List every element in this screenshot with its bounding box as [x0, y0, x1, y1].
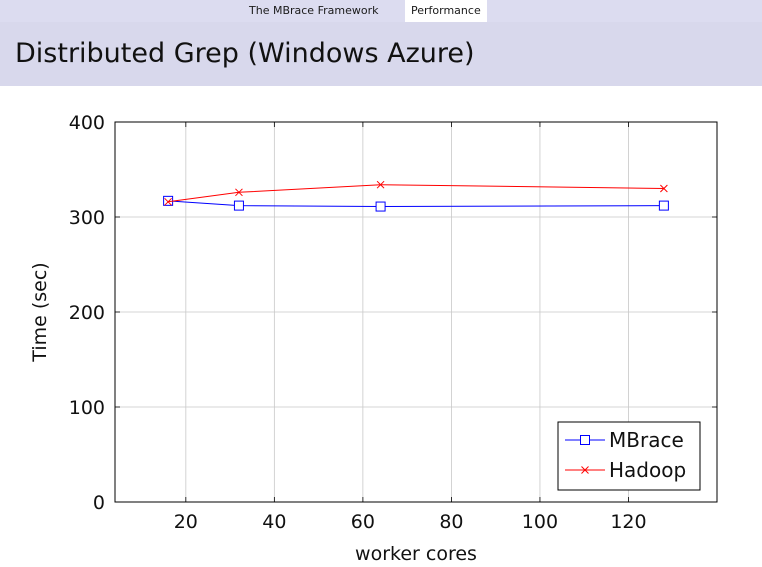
marker-stroke	[376, 180, 385, 189]
mbrace-point	[233, 200, 244, 211]
y-axis-label: Time (sec)	[29, 262, 51, 362]
mbrace-point	[658, 200, 669, 211]
slide-title: Distributed Grep (Windows Azure)	[15, 38, 475, 69]
x-tick-label: 80	[439, 511, 463, 533]
mbrace-point	[375, 201, 386, 212]
x-tick-label: 40	[262, 511, 286, 533]
hadoop-line	[168, 184, 664, 203]
series-layer	[163, 180, 669, 212]
x-tick-label: 20	[174, 511, 198, 533]
legend: MBrace Hadoop	[557, 421, 701, 491]
hadoop-point	[660, 184, 668, 193]
marker-stroke	[581, 466, 589, 474]
title-bar: Distributed Grep (Windows Azure)	[0, 22, 762, 86]
plot-frame	[114, 121, 718, 503]
axes: 20 40 60 80 100 120 0 100 200 300 400	[69, 112, 718, 533]
legend-box	[557, 421, 701, 491]
y-tick-label: 100	[69, 397, 105, 419]
legend-label-hadoop: Hadoop	[609, 458, 686, 482]
marker-stroke	[660, 184, 668, 193]
marker-stroke	[235, 188, 243, 197]
hadoop-point	[376, 180, 385, 189]
y-tick-label: 0	[93, 492, 105, 514]
legend-marker-mbrace	[580, 435, 590, 445]
y-tick-label: 400	[69, 112, 105, 134]
mbrace-point	[163, 195, 174, 206]
x-tick-label: 120	[610, 511, 646, 533]
legend-marker-hadoop	[581, 466, 589, 474]
navbar: The MBrace Framework Performance	[0, 0, 762, 22]
mbrace-line	[168, 200, 664, 208]
x-tick-label: 60	[351, 511, 375, 533]
hadoop-point	[235, 188, 243, 197]
hadoop-point	[164, 197, 172, 206]
y-tick-label: 200	[69, 302, 105, 324]
y-tick-label: 300	[69, 207, 105, 229]
legend-label-mbrace: MBrace	[609, 428, 684, 452]
nav-item-framework[interactable]: The MBrace Framework	[249, 4, 379, 17]
nav-item-performance[interactable]: Performance	[405, 0, 487, 22]
marker-stroke	[164, 197, 172, 206]
x-axis-label: worker cores	[355, 543, 477, 565]
x-tick-label: 100	[522, 511, 558, 533]
